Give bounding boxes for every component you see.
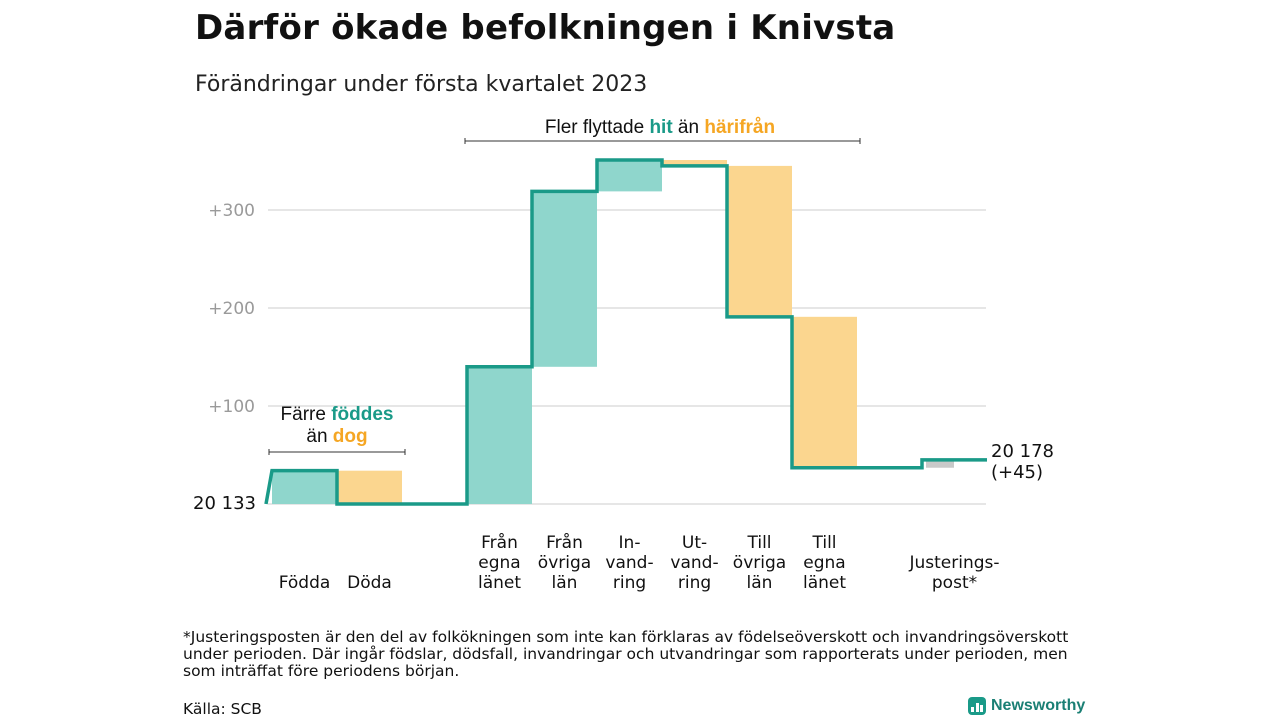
births-annotation-line2: än dog <box>306 426 367 447</box>
category-label: Födda <box>279 573 331 593</box>
category-label: länet <box>803 573 846 593</box>
end-value-label: 20 178 <box>991 441 1054 462</box>
category-label: län <box>747 573 773 593</box>
waterfall-bar <box>532 191 597 367</box>
category-label: länet <box>478 573 521 593</box>
moves-annotation-prefix: Fler flyttade <box>545 117 650 138</box>
y-tick-label: +300 <box>208 201 255 221</box>
source-text: Källa: SCB <box>183 700 262 718</box>
births-annotation-highlight: föddes <box>331 404 393 425</box>
category-label: egna <box>803 553 845 573</box>
waterfall-bar <box>337 470 402 504</box>
category-label: vand- <box>605 553 653 573</box>
y-tick-label: +100 <box>208 397 255 417</box>
moves-annotation: Fler flyttade hit än härifrån <box>545 117 775 138</box>
category-label: Döda <box>347 573 392 593</box>
waterfall-bar <box>662 160 727 166</box>
moves-annotation-middle: än <box>673 117 705 138</box>
category-label: Till <box>811 533 836 553</box>
category-label: övriga <box>538 553 591 573</box>
category-label: In- <box>619 533 641 553</box>
category-label: Justerings- <box>908 553 999 573</box>
waterfall-chart: +100+200+300 Födda DödaFrånegnalänetFrånö… <box>193 117 1054 593</box>
bar-layer <box>272 160 954 504</box>
births-annotation-line1: Färre föddes <box>281 404 394 425</box>
bar-chart-icon <box>968 697 986 715</box>
chart-subtitle: Förändringar under första kvartalet 2023 <box>195 72 648 97</box>
category-label: Till <box>746 533 771 553</box>
category-label: vand- <box>670 553 718 573</box>
start-value-label: 20 133 <box>193 493 256 514</box>
waterfall-bar <box>272 470 337 504</box>
moves-annotation-highlight: hit <box>649 117 673 138</box>
waterfall-bar <box>926 459 954 468</box>
category-label: ring <box>678 573 711 593</box>
brand-logo[interactable]: Newsworthy <box>968 697 1085 715</box>
category-label: Från <box>481 532 518 553</box>
category-label: post* <box>932 573 977 593</box>
category-label: Ut- <box>682 533 707 553</box>
category-label: Från <box>546 532 583 553</box>
moves-annotation-highlight2: härifrån <box>704 117 775 138</box>
births-annotation-prefix: Färre <box>281 404 332 425</box>
births-annotation-prefix2: än <box>306 426 332 447</box>
category-label: ring <box>613 573 646 593</box>
cumulative-line <box>264 158 987 506</box>
category-label: län <box>552 573 578 593</box>
y-tick-label: +200 <box>208 299 255 319</box>
footnote: *Justeringsposten är den del av folkökni… <box>183 628 1069 680</box>
category-label: egna <box>478 553 520 573</box>
waterfall-bar <box>597 160 662 192</box>
waterfall-bar <box>467 366 532 504</box>
waterfall-bar <box>727 165 792 317</box>
end-change-label: (+45) <box>991 462 1043 483</box>
line-layer <box>264 158 987 506</box>
brand-name: Newsworthy <box>991 697 1086 714</box>
label-layer: Födda DödaFrånegnalänetFrånövrigalänIn-va… <box>193 441 1054 593</box>
chart-title: Därför ökade befolkningen i Knivsta <box>195 8 896 48</box>
category-label: övriga <box>733 553 786 573</box>
grid-layer: +100 +200 +300 <box>208 201 986 505</box>
waterfall-bar <box>792 316 857 468</box>
births-annotation-highlight2: dog <box>333 426 368 447</box>
